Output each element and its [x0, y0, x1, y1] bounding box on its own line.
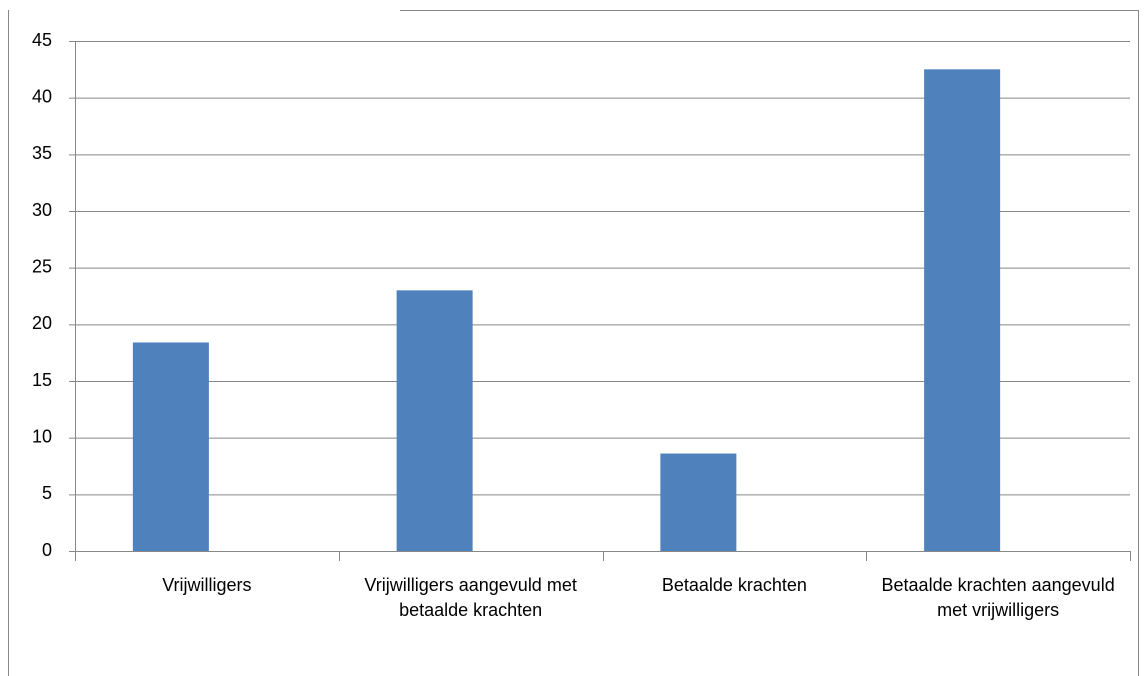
x-tick-label: Vrijwilligers — [162, 575, 252, 595]
y-tick-label: 20 — [32, 313, 52, 333]
bar — [132, 342, 209, 551]
y-tick-label: 5 — [42, 483, 52, 503]
y-tick-label: 45 — [32, 30, 52, 50]
y-tick-label: 30 — [32, 200, 52, 220]
bar — [924, 69, 1001, 551]
bar — [396, 290, 473, 551]
x-tick-label: Betaalde krachten aangevuld met vrijwill… — [881, 575, 1115, 620]
x-tick-label: Betaalde krachten — [661, 575, 807, 595]
y-tick-label: 35 — [32, 143, 52, 163]
x-tick-label: Vrijwilligers aangevuld met betaalde kra… — [364, 575, 577, 620]
y-tick-label: 25 — [32, 256, 52, 276]
y-tick-label: 15 — [32, 370, 52, 390]
y-tick-label: 40 — [32, 86, 52, 106]
y-tick-label: 10 — [32, 426, 52, 446]
bar — [660, 453, 737, 551]
y-tick-label: 0 — [42, 540, 52, 560]
